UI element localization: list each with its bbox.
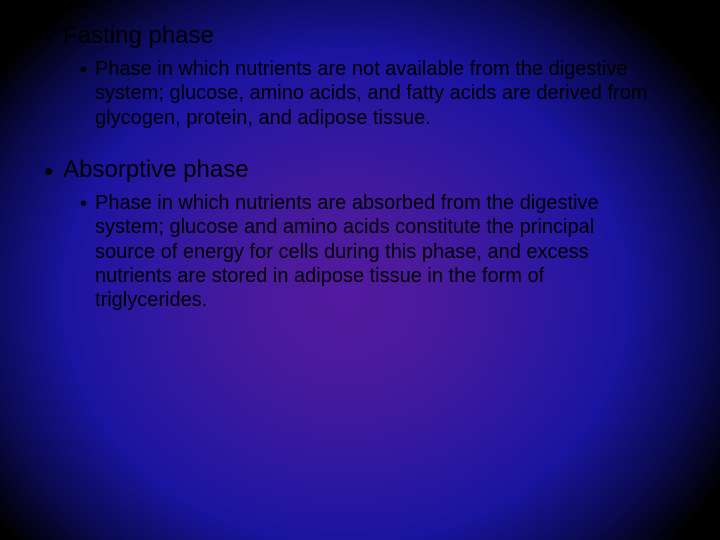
sub-description-text: Phase in which nutrients are not availab… (95, 57, 656, 130)
list-item: • Absorptive phase • Phase in which nutr… (44, 156, 686, 313)
bullet-icon: • (44, 24, 53, 50)
sub-item-row: • Phase in which nutrients are not avail… (80, 57, 686, 130)
bullet-icon: • (44, 158, 53, 184)
main-heading-text: Absorptive phase (63, 156, 248, 185)
main-heading-text: Fasting phase (63, 22, 214, 51)
slide-content: • Fasting phase • Phase in which nutrien… (0, 0, 720, 359)
main-heading-row: • Fasting phase (44, 22, 686, 51)
main-heading-row: • Absorptive phase (44, 156, 686, 185)
sub-description-text: Phase in which nutrients are absorbed fr… (95, 191, 656, 313)
sub-item-row: • Phase in which nutrients are absorbed … (80, 191, 686, 313)
list-item: • Fasting phase • Phase in which nutrien… (44, 22, 686, 130)
bullet-icon: • (80, 60, 87, 80)
bullet-icon: • (80, 194, 87, 214)
